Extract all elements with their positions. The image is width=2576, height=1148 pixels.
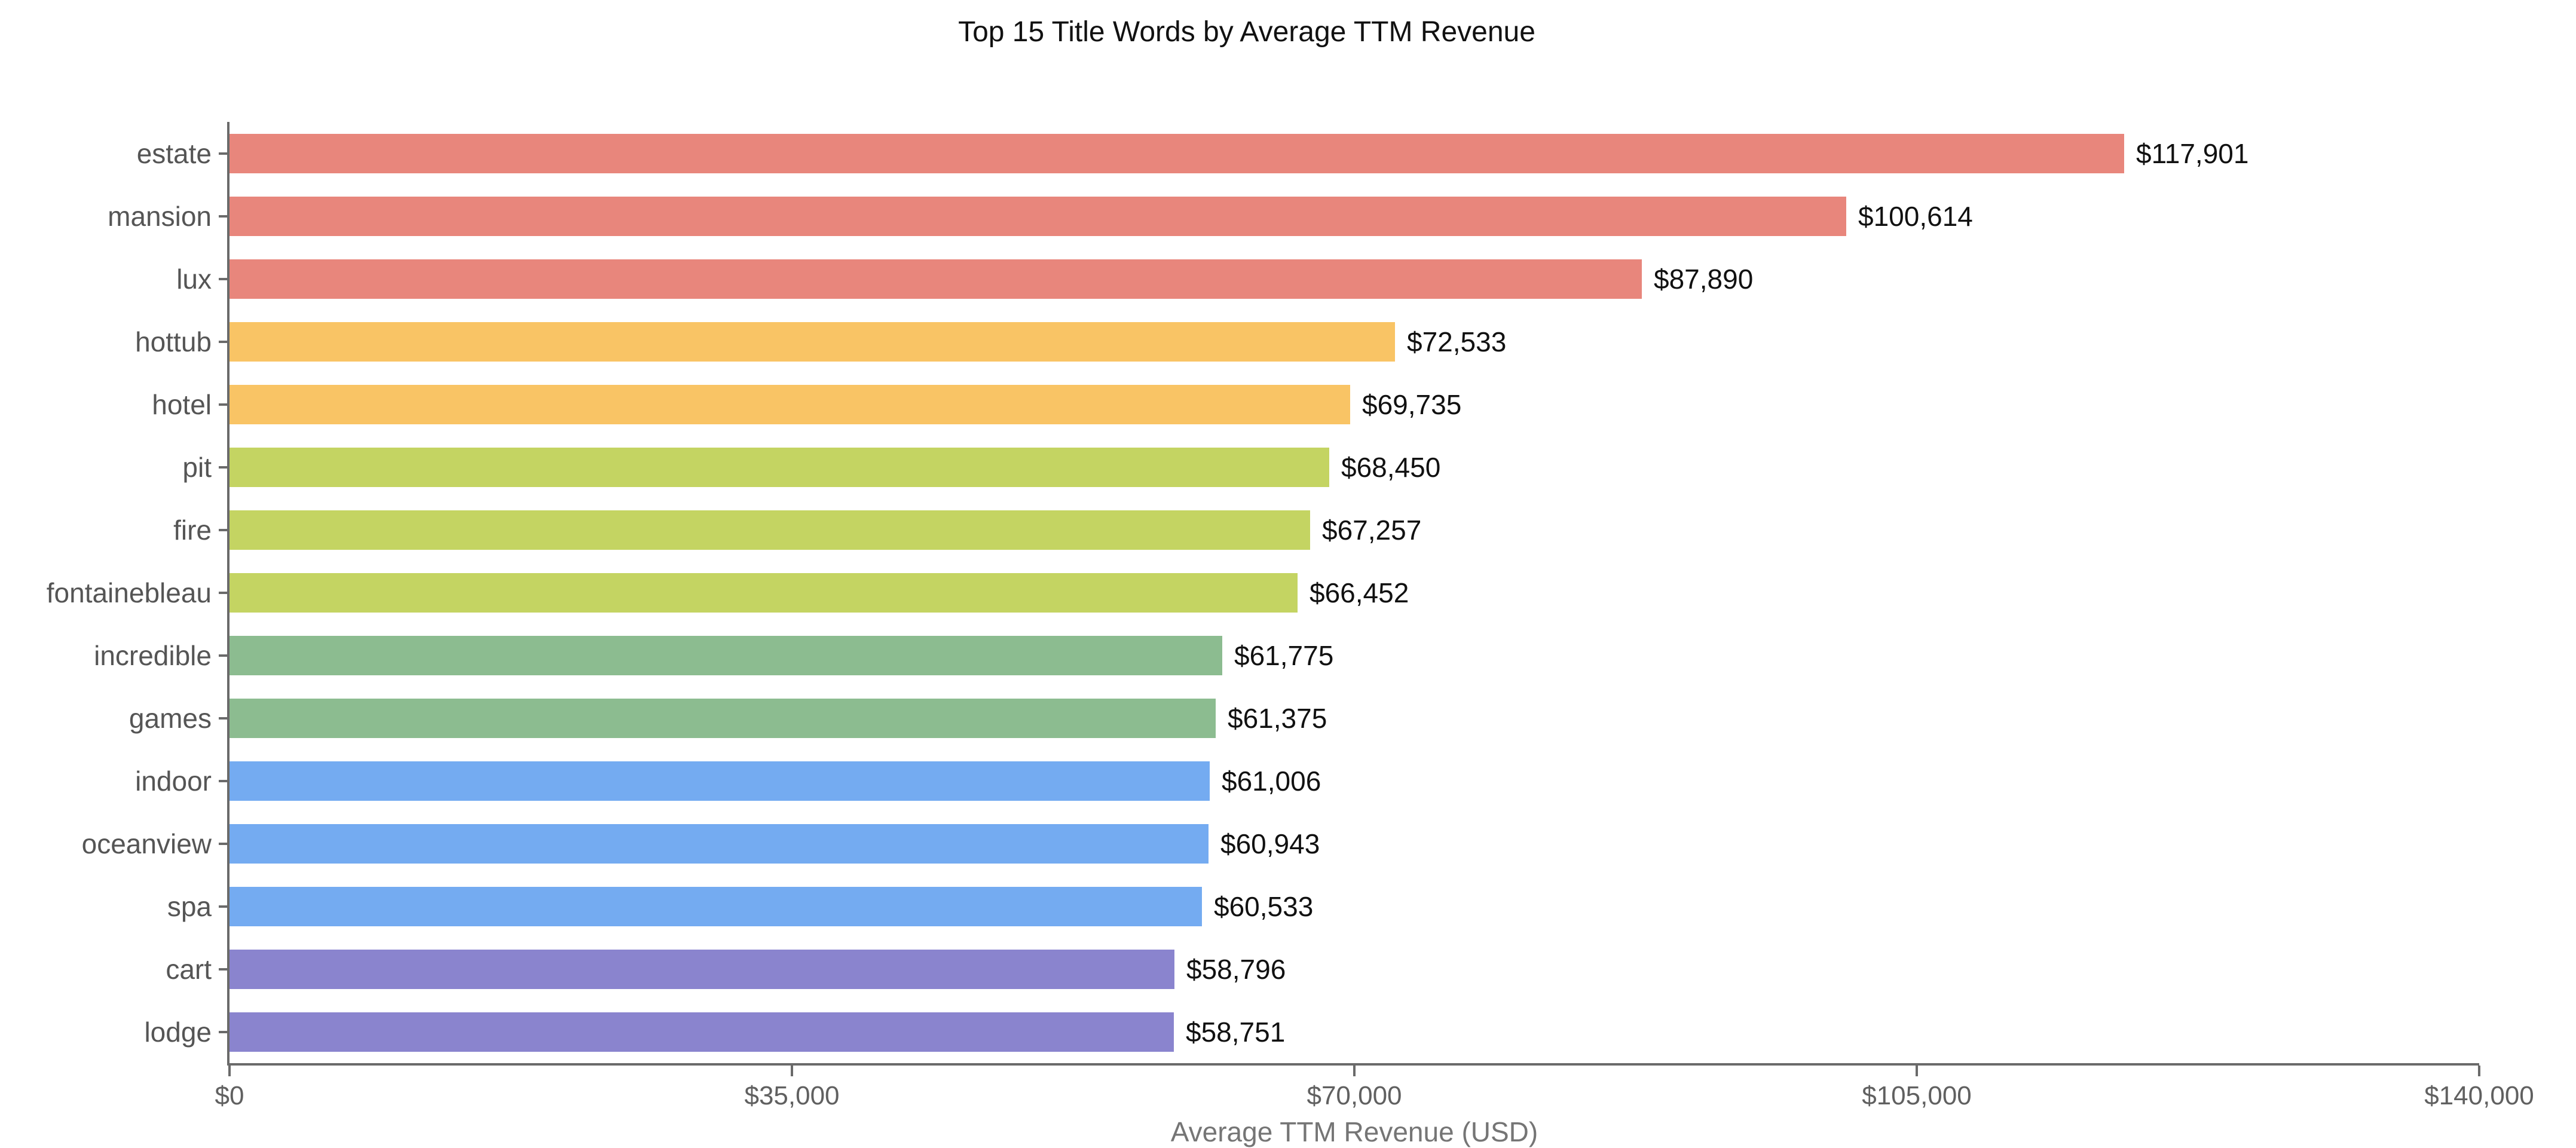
bar-cart [230,949,1174,989]
x-tick-label-$0: $0 [215,1081,244,1110]
y-tick-hotel [219,403,227,406]
category-label-cart: cart [166,953,212,985]
y-tick-pit [219,466,227,469]
value-label-indoor: $61,006 [1222,765,1321,797]
bar-fire [230,510,1310,550]
value-label-fire: $67,257 [1322,514,1422,546]
bar-lodge [230,1012,1174,1052]
category-label-oceanview: oceanview [81,828,212,859]
value-label-spa: $60,533 [1214,890,1314,922]
bar-lux [230,259,1642,299]
y-axis-line [227,122,230,1066]
value-label-pit: $68,450 [1341,451,1441,483]
value-label-mansion: $100,614 [1858,200,1973,232]
x-tick-$70,000 [1353,1066,1356,1076]
y-tick-oceanview [219,842,227,845]
x-tick-$0 [228,1066,231,1076]
value-label-oceanview: $60,943 [1220,828,1320,859]
bar-estate [230,133,2124,173]
bar-oceanview [230,824,1209,864]
chart-title: Top 15 Title Words by Average TTM Revenu… [958,16,1535,48]
category-label-fontainebleau: fontainebleau [46,577,212,608]
value-label-lodge: $58,751 [1186,1016,1286,1048]
x-tick-label-$35,000: $35,000 [744,1081,840,1110]
category-label-estate: estate [136,137,212,169]
x-tick-label-$70,000: $70,000 [1307,1081,1402,1110]
category-label-incredible: incredible [94,639,212,671]
x-axis-label: Average TTM Revenue (USD) [1170,1116,1538,1147]
bar-spa [230,886,1202,926]
category-label-fire: fire [173,514,212,546]
value-label-hotel: $69,735 [1362,388,1462,420]
y-tick-lodge [219,1030,227,1033]
y-tick-hottub [219,340,227,343]
bar-pit [230,447,1329,487]
y-tick-incredible [219,654,227,657]
value-label-games: $61,375 [1228,702,1327,734]
bar-fontainebleau [230,573,1298,613]
category-label-hottub: hottub [135,326,212,357]
category-label-mansion: mansion [108,200,212,232]
value-label-cart: $58,796 [1186,953,1286,985]
y-tick-indoor [219,779,227,782]
category-label-pit: pit [182,451,212,483]
x-tick-label-$105,000: $105,000 [1862,1081,1972,1110]
value-label-estate: $117,901 [2136,137,2249,169]
y-tick-estate [219,152,227,155]
category-label-games: games [129,702,212,734]
y-tick-fontainebleau [219,591,227,594]
y-tick-games [219,717,227,720]
value-label-fontainebleau: $66,452 [1310,577,1409,608]
category-label-lodge: lodge [144,1016,212,1048]
x-tick-$105,000 [1916,1066,1918,1076]
value-label-hottub: $72,533 [1407,326,1507,357]
bar-mansion [230,196,1846,236]
value-label-incredible: $61,775 [1234,639,1334,671]
category-label-hotel: hotel [152,388,212,420]
bar-games [230,698,1216,738]
x-tick-$35,000 [791,1066,793,1076]
bar-incredible [230,635,1222,675]
y-tick-mansion [219,215,227,218]
category-label-indoor: indoor [135,765,212,797]
bar-indoor [230,761,1210,801]
y-tick-cart [219,968,227,971]
bar-hottub [230,322,1395,362]
y-tick-fire [219,528,227,531]
y-tick-spa [219,905,227,908]
x-tick-$140,000 [2478,1066,2480,1076]
x-axis-line [227,1063,2479,1066]
x-tick-label-$140,000: $140,000 [2424,1081,2534,1110]
category-label-lux: lux [176,263,212,295]
category-label-spa: spa [167,890,212,922]
y-tick-lux [219,277,227,280]
bar-hotel [230,384,1350,424]
value-label-lux: $87,890 [1654,263,1754,295]
